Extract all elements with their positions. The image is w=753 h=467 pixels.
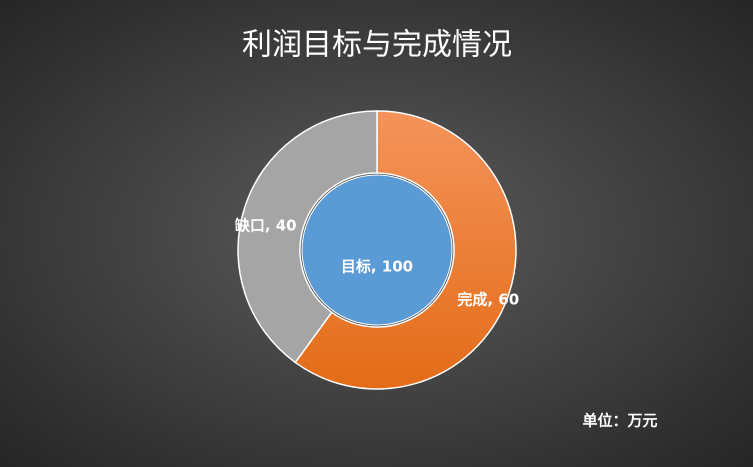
chart-title: 利润目标与完成情况 bbox=[242, 28, 512, 63]
data-label: 缺口, 40 bbox=[234, 216, 297, 234]
unit-note: 单位：万元 bbox=[582, 412, 657, 430]
center-label: 目标, 100 bbox=[341, 258, 413, 276]
center-circle bbox=[301, 174, 453, 326]
ring-segment bbox=[294, 110, 517, 390]
ring-segment bbox=[237, 110, 378, 364]
data-label: 完成, 60 bbox=[457, 291, 519, 309]
